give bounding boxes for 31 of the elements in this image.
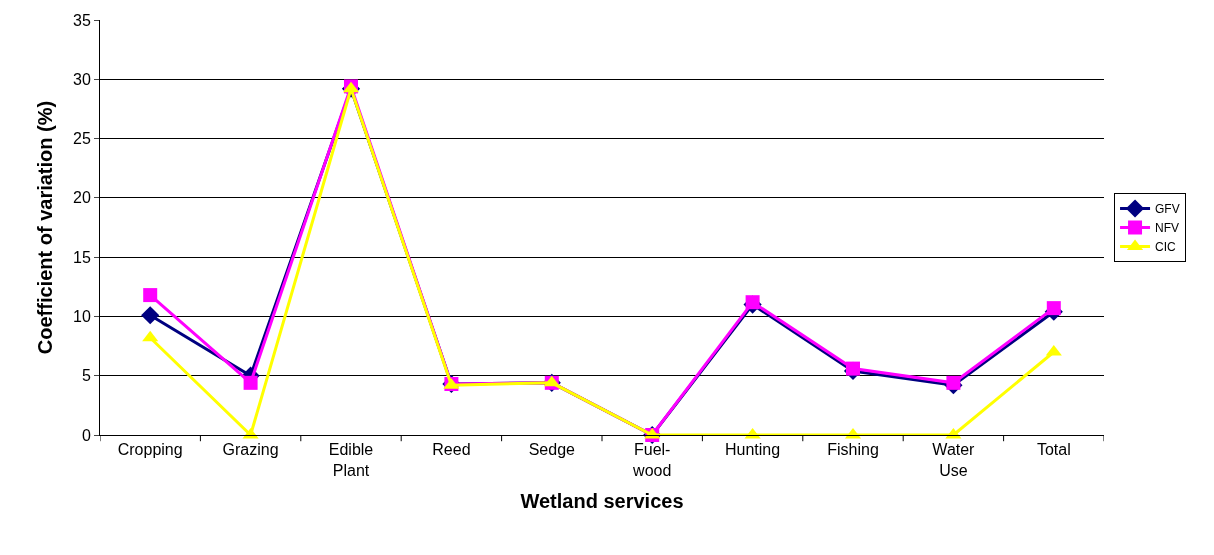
point bbox=[1046, 301, 1061, 316]
legend-label: CIC bbox=[1155, 240, 1177, 255]
x-tick-label: Edible Plant bbox=[328, 441, 374, 479]
y-tick-label: 30 bbox=[73, 70, 91, 88]
x-tick-label: Hunting bbox=[725, 441, 781, 459]
x-tick-label: Reed bbox=[432, 441, 471, 459]
y-tick-label: 0 bbox=[81, 426, 91, 444]
x-axis-title: Wetland services bbox=[520, 489, 684, 512]
point bbox=[243, 375, 258, 390]
y-tick-label: 15 bbox=[73, 248, 91, 266]
y-tick-label: 20 bbox=[73, 189, 91, 207]
point bbox=[745, 295, 760, 310]
point bbox=[143, 288, 158, 303]
x-tick-label: Fuel-wood bbox=[632, 441, 672, 479]
x-tick-label: Total bbox=[1036, 441, 1071, 459]
x-tick-label: Grazing bbox=[222, 441, 279, 459]
legend-label: GFV bbox=[1155, 202, 1180, 217]
y-tick-label: 25 bbox=[73, 130, 91, 148]
y-tick-label: 5 bbox=[81, 367, 91, 385]
x-tick-label: Water Use bbox=[932, 441, 976, 479]
y-axis-title: Coefficient of variation (%) bbox=[33, 100, 56, 355]
legend-label: NFV bbox=[1155, 221, 1180, 236]
point bbox=[946, 375, 961, 390]
x-tick-label: Cropping bbox=[117, 441, 183, 459]
point bbox=[142, 330, 159, 342]
y-tick-label: 35 bbox=[73, 11, 91, 29]
y-tick-label: 10 bbox=[73, 308, 91, 326]
point bbox=[141, 306, 160, 325]
point bbox=[846, 361, 860, 376]
x-tick-label: Fishing bbox=[827, 441, 879, 459]
x-tick-label: Sedge bbox=[528, 441, 576, 459]
